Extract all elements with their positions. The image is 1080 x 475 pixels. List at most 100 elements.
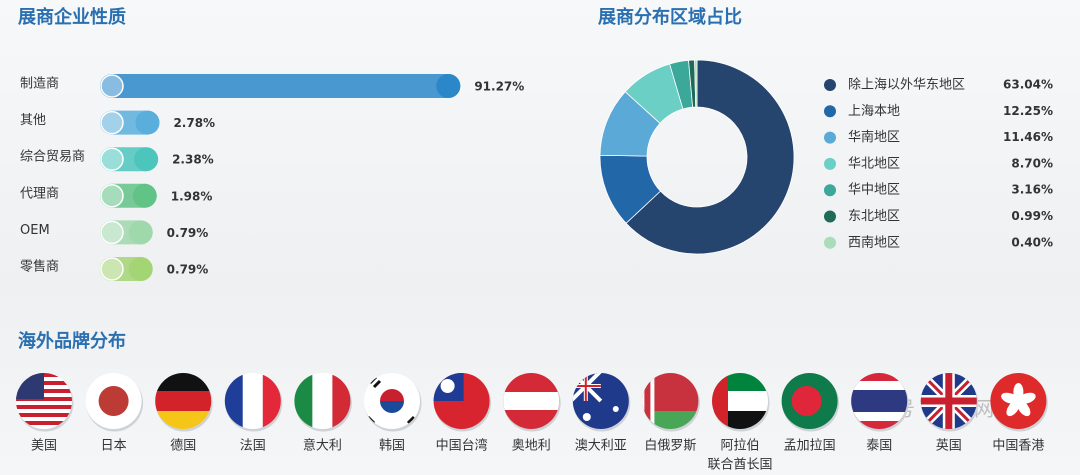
flag-part xyxy=(98,386,129,416)
flag-part xyxy=(1017,400,1031,417)
pie-slice xyxy=(694,59,698,108)
country-label: 白俄罗斯 xyxy=(644,438,696,454)
legend-marker xyxy=(824,131,836,144)
flag-art xyxy=(16,373,72,429)
flag-art xyxy=(781,373,838,429)
bar xyxy=(100,74,461,98)
flag-art xyxy=(85,373,142,429)
flag xyxy=(503,373,560,429)
legend-label: 除上海以外华东地区 xyxy=(848,78,965,93)
category-label: 代理商 xyxy=(20,186,59,201)
flag xyxy=(224,373,281,429)
flag xyxy=(16,373,72,429)
flag-part xyxy=(242,373,263,429)
flag xyxy=(294,373,351,429)
flag-art xyxy=(433,373,490,429)
legend-marker xyxy=(824,210,836,223)
flag-art xyxy=(503,373,560,429)
value-label: 1.98% xyxy=(171,189,213,203)
legend-label: 东北地区 xyxy=(848,209,900,224)
category-label: 零售商 xyxy=(20,259,59,275)
value-label: 8.70% xyxy=(1011,156,1053,170)
bar-start xyxy=(100,220,124,245)
country-label: 韩国 xyxy=(379,439,405,454)
value-label: 0.99% xyxy=(1011,209,1053,223)
flag-art xyxy=(224,373,281,429)
country-label: 法国 xyxy=(240,439,266,454)
legend-label: 上海本地 xyxy=(848,104,900,119)
flag-part xyxy=(1006,400,1020,417)
bar-end xyxy=(134,147,159,172)
flag-part xyxy=(380,401,404,413)
flag-art xyxy=(294,373,351,429)
country-label: 英国 xyxy=(936,439,962,454)
country-label: 阿拉伯 xyxy=(720,439,759,454)
flag-part xyxy=(920,373,977,429)
country-label: 奥地利 xyxy=(512,439,551,454)
flag xyxy=(433,373,490,429)
legend-marker xyxy=(824,79,836,91)
value-label: 0.40% xyxy=(1011,235,1053,249)
country-label: 日本 xyxy=(101,439,127,454)
legend-marker xyxy=(824,236,836,249)
country-label: 中国台湾 xyxy=(436,438,488,454)
flag-part xyxy=(332,373,351,429)
flag-art xyxy=(712,373,768,429)
country-label: 中国香港 xyxy=(992,439,1044,454)
country-label: 孟加拉国 xyxy=(784,439,836,454)
value-label: 0.79% xyxy=(167,263,209,277)
flag-part xyxy=(380,389,404,401)
legend-label: 西南地区 xyxy=(848,234,900,250)
flag-part xyxy=(16,421,72,425)
legend-label: 华北地区 xyxy=(848,156,900,171)
flag-art xyxy=(851,373,908,429)
value-label: 2.78% xyxy=(173,116,215,130)
country-label: 德国 xyxy=(170,439,196,454)
value-label: 2.38% xyxy=(172,153,214,167)
category-label: 其他 xyxy=(20,113,46,128)
flag xyxy=(781,373,838,429)
flag xyxy=(85,373,142,429)
flag xyxy=(851,373,908,429)
flag-part xyxy=(712,373,728,429)
flag-part xyxy=(791,386,822,416)
flag xyxy=(990,373,1047,429)
bar-end xyxy=(128,257,153,281)
bar-start xyxy=(100,257,124,281)
value-label: 0.79% xyxy=(167,226,209,240)
category-label: OEM xyxy=(20,223,50,238)
value-label: 3.16% xyxy=(1011,183,1053,197)
category-label: 综合贸易商 xyxy=(20,150,85,165)
flag-part xyxy=(155,411,212,429)
flag xyxy=(712,373,768,429)
bar-start xyxy=(100,147,124,171)
flag-part xyxy=(294,373,313,429)
flag-part xyxy=(503,392,560,410)
country-label: 泰国 xyxy=(866,439,892,454)
flag-part xyxy=(582,413,591,421)
bar-end xyxy=(135,110,160,135)
legend-marker xyxy=(824,157,836,170)
flag xyxy=(364,373,420,429)
flag-art xyxy=(364,373,420,429)
bar-end xyxy=(436,74,461,98)
value-label: 12.25% xyxy=(1003,104,1053,118)
country-label: 意大利 xyxy=(303,438,342,454)
country-label: 澳大利亚 xyxy=(575,438,627,454)
legend-marker xyxy=(824,105,836,118)
flag xyxy=(572,373,629,429)
bar-start xyxy=(100,184,124,208)
flag-part xyxy=(644,373,651,429)
flag-part xyxy=(16,413,72,417)
bar-start xyxy=(100,74,124,98)
value-label: 91.27% xyxy=(474,80,524,94)
flag-part xyxy=(312,373,333,429)
flag-part xyxy=(155,391,212,411)
pie-slice xyxy=(625,59,795,255)
flag-part xyxy=(440,379,455,393)
value-label: 11.46% xyxy=(1003,130,1053,144)
flag-part xyxy=(851,390,908,412)
bar-start xyxy=(100,110,124,135)
flag-part xyxy=(16,405,72,409)
